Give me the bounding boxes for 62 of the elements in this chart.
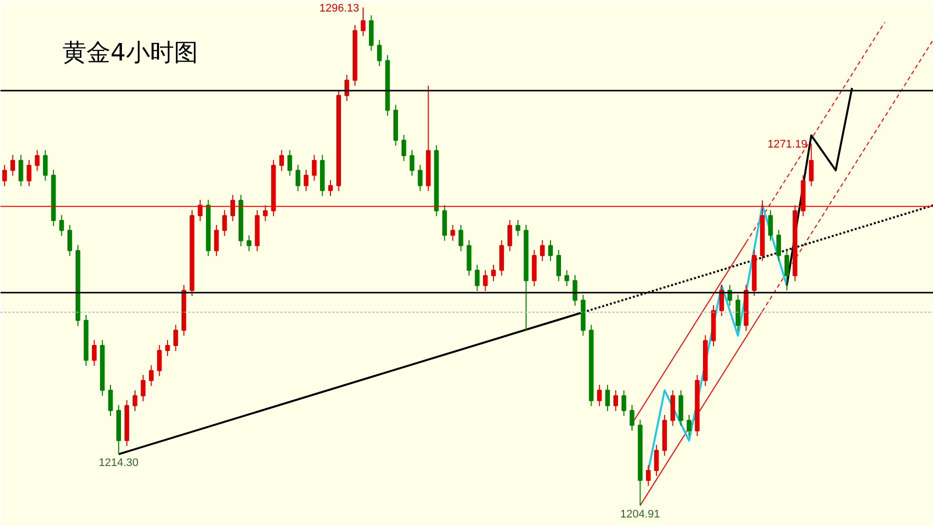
candlestick: [564, 270, 570, 287]
candlestick: [450, 224, 456, 242]
candlestick: [474, 264, 480, 292]
candlestick: [312, 154, 317, 182]
candlestick: [719, 284, 724, 317]
candlestick: [230, 194, 236, 222]
candlestick: [140, 374, 146, 402]
candlestick: [784, 250, 790, 291]
candlestick: [59, 214, 64, 236]
candlestick: [377, 39, 382, 67]
candlestick: [605, 384, 610, 412]
candlestick: [808, 143, 814, 187]
candlestick: [597, 384, 602, 407]
candlestick: [418, 164, 422, 192]
candlestick: [483, 270, 488, 292]
annotation: 1271.19: [768, 138, 808, 151]
candlestick: [304, 169, 308, 192]
annotation: 1296.13: [319, 2, 360, 14]
candlestick: [630, 404, 634, 432]
candlestick: [246, 234, 252, 252]
candlestick: [132, 390, 138, 412]
candlestick: [686, 414, 692, 437]
candlestick: [516, 219, 520, 236]
candlestick: [296, 164, 300, 192]
candlestick: [262, 204, 268, 222]
candlestick: [507, 219, 512, 252]
candlestick: [548, 240, 553, 262]
candlestick: [410, 150, 414, 176]
candlestick: [287, 150, 292, 176]
candlestick: [572, 274, 578, 306]
candlestick: [67, 224, 72, 257]
candlestick: [108, 384, 113, 416]
candlestick: [34, 150, 40, 172]
candlestick: [654, 444, 659, 477]
candlestick: [360, 6, 366, 37]
candlestick: [458, 224, 464, 252]
candlestick: [768, 210, 773, 242]
candlestick: [776, 229, 782, 262]
candlestick: [10, 154, 16, 176]
candlestick: [613, 390, 618, 412]
annotation: 1214.30: [98, 457, 139, 470]
candlestick: [402, 134, 406, 162]
candlestick: [214, 224, 219, 257]
candlestick: [222, 210, 227, 236]
candlestick: [328, 180, 333, 196]
candlestick: [173, 324, 178, 352]
candlestick: [157, 344, 162, 377]
candlestick: [646, 464, 651, 486]
annotation: 1204.91: [620, 508, 660, 520]
candlestick: [556, 250, 562, 282]
candlestick: [42, 150, 48, 182]
candlestick: [18, 154, 24, 187]
candlestick: [279, 150, 284, 172]
candlestick: [491, 264, 496, 282]
candlestick: [148, 364, 154, 386]
text: 黄金4小时图: [62, 38, 198, 66]
candlestick: [2, 164, 7, 187]
candlestick: [540, 240, 545, 262]
candlestick: [26, 159, 32, 187]
candlestick: [165, 340, 170, 356]
candlestick: [622, 390, 626, 416]
candlestick: [92, 340, 97, 366]
